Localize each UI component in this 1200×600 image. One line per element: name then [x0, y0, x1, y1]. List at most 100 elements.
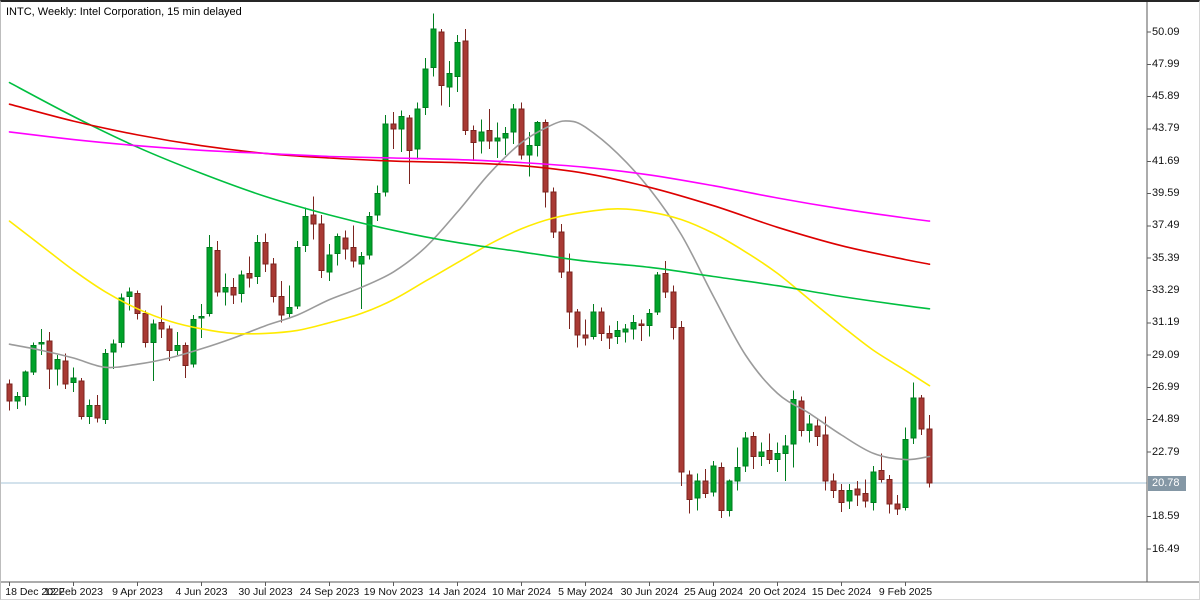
candle-body: [542, 122, 549, 193]
candle-body: [38, 342, 45, 345]
candle-body: [734, 466, 741, 482]
ma-line-ma-yellow: [8, 208, 931, 387]
time-axis-label: 12 Feb 2023: [44, 586, 103, 598]
candle-body: [390, 123, 397, 130]
candle-body: [822, 434, 829, 482]
candle-body: [870, 471, 877, 504]
candle-body: [374, 192, 381, 216]
candle-body: [102, 352, 109, 421]
time-axis-label: 25 Aug 2024: [684, 586, 743, 598]
candle-body: [838, 489, 845, 504]
price-axis-label: 45.89: [1152, 90, 1180, 103]
candle-body: [438, 31, 445, 87]
price-axis-label: 43.79: [1152, 122, 1180, 135]
candle-body: [70, 377, 77, 384]
candle-body: [782, 445, 789, 454]
candle-body: [486, 129, 493, 142]
candle-body: [118, 297, 125, 344]
candle-body: [86, 405, 93, 418]
candle-body: [894, 503, 901, 510]
candle-body: [238, 274, 245, 294]
candle-body: [6, 383, 13, 402]
candle-body: [478, 131, 485, 142]
candle-body: [558, 231, 565, 273]
time-axis-label: 15 Dec 2024: [811, 586, 872, 598]
candle-body: [878, 469, 885, 481]
candle-body: [342, 237, 349, 250]
candle-body: [366, 216, 373, 256]
candle-body: [646, 312, 653, 327]
candle-body: [310, 214, 317, 225]
candle-body: [62, 360, 69, 385]
candle-body: [862, 493, 869, 502]
price-axis-label: 33.29: [1152, 284, 1180, 296]
ma-line-ma-green: [8, 81, 931, 310]
candle-body: [678, 326, 685, 473]
candle-body: [470, 129, 477, 144]
candle-body: [606, 332, 613, 339]
candle-body: [694, 480, 701, 499]
candle-body: [134, 292, 141, 314]
candle-body: [198, 316, 205, 319]
candle-body: [334, 236, 341, 254]
candle-body: [750, 436, 757, 457]
candle-body: [302, 216, 309, 247]
candle-body: [614, 329, 621, 338]
candle-body: [910, 397, 917, 439]
candle-body: [534, 122, 541, 147]
candle-body: [142, 312, 149, 344]
candle-body: [886, 479, 893, 505]
price-axis-label: 35.39: [1152, 251, 1180, 264]
price-axis-label: 29.09: [1152, 348, 1180, 361]
candle-body: [110, 343, 117, 353]
candle-body: [22, 371, 29, 397]
candle-body: [54, 359, 61, 370]
candle-body: [550, 191, 557, 233]
time-axis-label: 14 Jan 2024: [428, 586, 487, 598]
price-axis-label: 39.59: [1152, 187, 1180, 200]
candle-body: [494, 137, 501, 142]
ma-line-ma-red: [8, 103, 931, 265]
price-axis-label: 26.99: [1152, 380, 1180, 393]
time-axis-label: 20 Oct 2024: [748, 586, 807, 598]
time-axis-label: 18 Dec 2022: [5, 586, 65, 598]
candle-body: [278, 296, 285, 316]
candle-body: [78, 380, 85, 418]
candle-body: [14, 396, 21, 402]
candle-body: [774, 452, 781, 461]
time-axis-label: 19 Nov 2023: [363, 586, 424, 598]
candle-body: [462, 40, 469, 131]
candle-body: [30, 345, 37, 373]
candle-body: [398, 116, 405, 130]
price-axis-label: 16.49: [1152, 542, 1180, 555]
candle-body: [622, 328, 629, 333]
candle-body: [230, 286, 237, 296]
candle-body: [638, 323, 645, 327]
candle-body: [566, 271, 573, 313]
candle-body: [526, 145, 533, 156]
time-axis-label: 30 Jul 2023: [238, 586, 293, 598]
candle-body: [406, 117, 413, 151]
candle-body: [190, 319, 197, 365]
time-axis-label: 4 Jun 2023: [175, 586, 228, 598]
price-axis-label: 22.79: [1152, 445, 1180, 458]
candle-body: [574, 311, 581, 336]
candle-body: [94, 405, 101, 419]
time-axis-label: 30 Jun 2024: [620, 586, 679, 598]
candle-body: [790, 399, 797, 445]
candle-body: [758, 451, 765, 457]
candle-body: [326, 254, 333, 273]
price-axis-label: 24.89: [1152, 413, 1180, 426]
candle-body: [446, 72, 453, 88]
ma-line-ma-gray-fast: [8, 120, 931, 461]
candle-body: [630, 322, 637, 330]
candle-body: [350, 246, 357, 262]
candle-body: [166, 328, 173, 351]
candle-body: [422, 68, 429, 108]
candle-body: [766, 449, 773, 461]
candle-body: [150, 323, 157, 344]
candle-body: [742, 437, 749, 467]
candle-body: [662, 272, 669, 293]
candle-body: [702, 480, 709, 494]
